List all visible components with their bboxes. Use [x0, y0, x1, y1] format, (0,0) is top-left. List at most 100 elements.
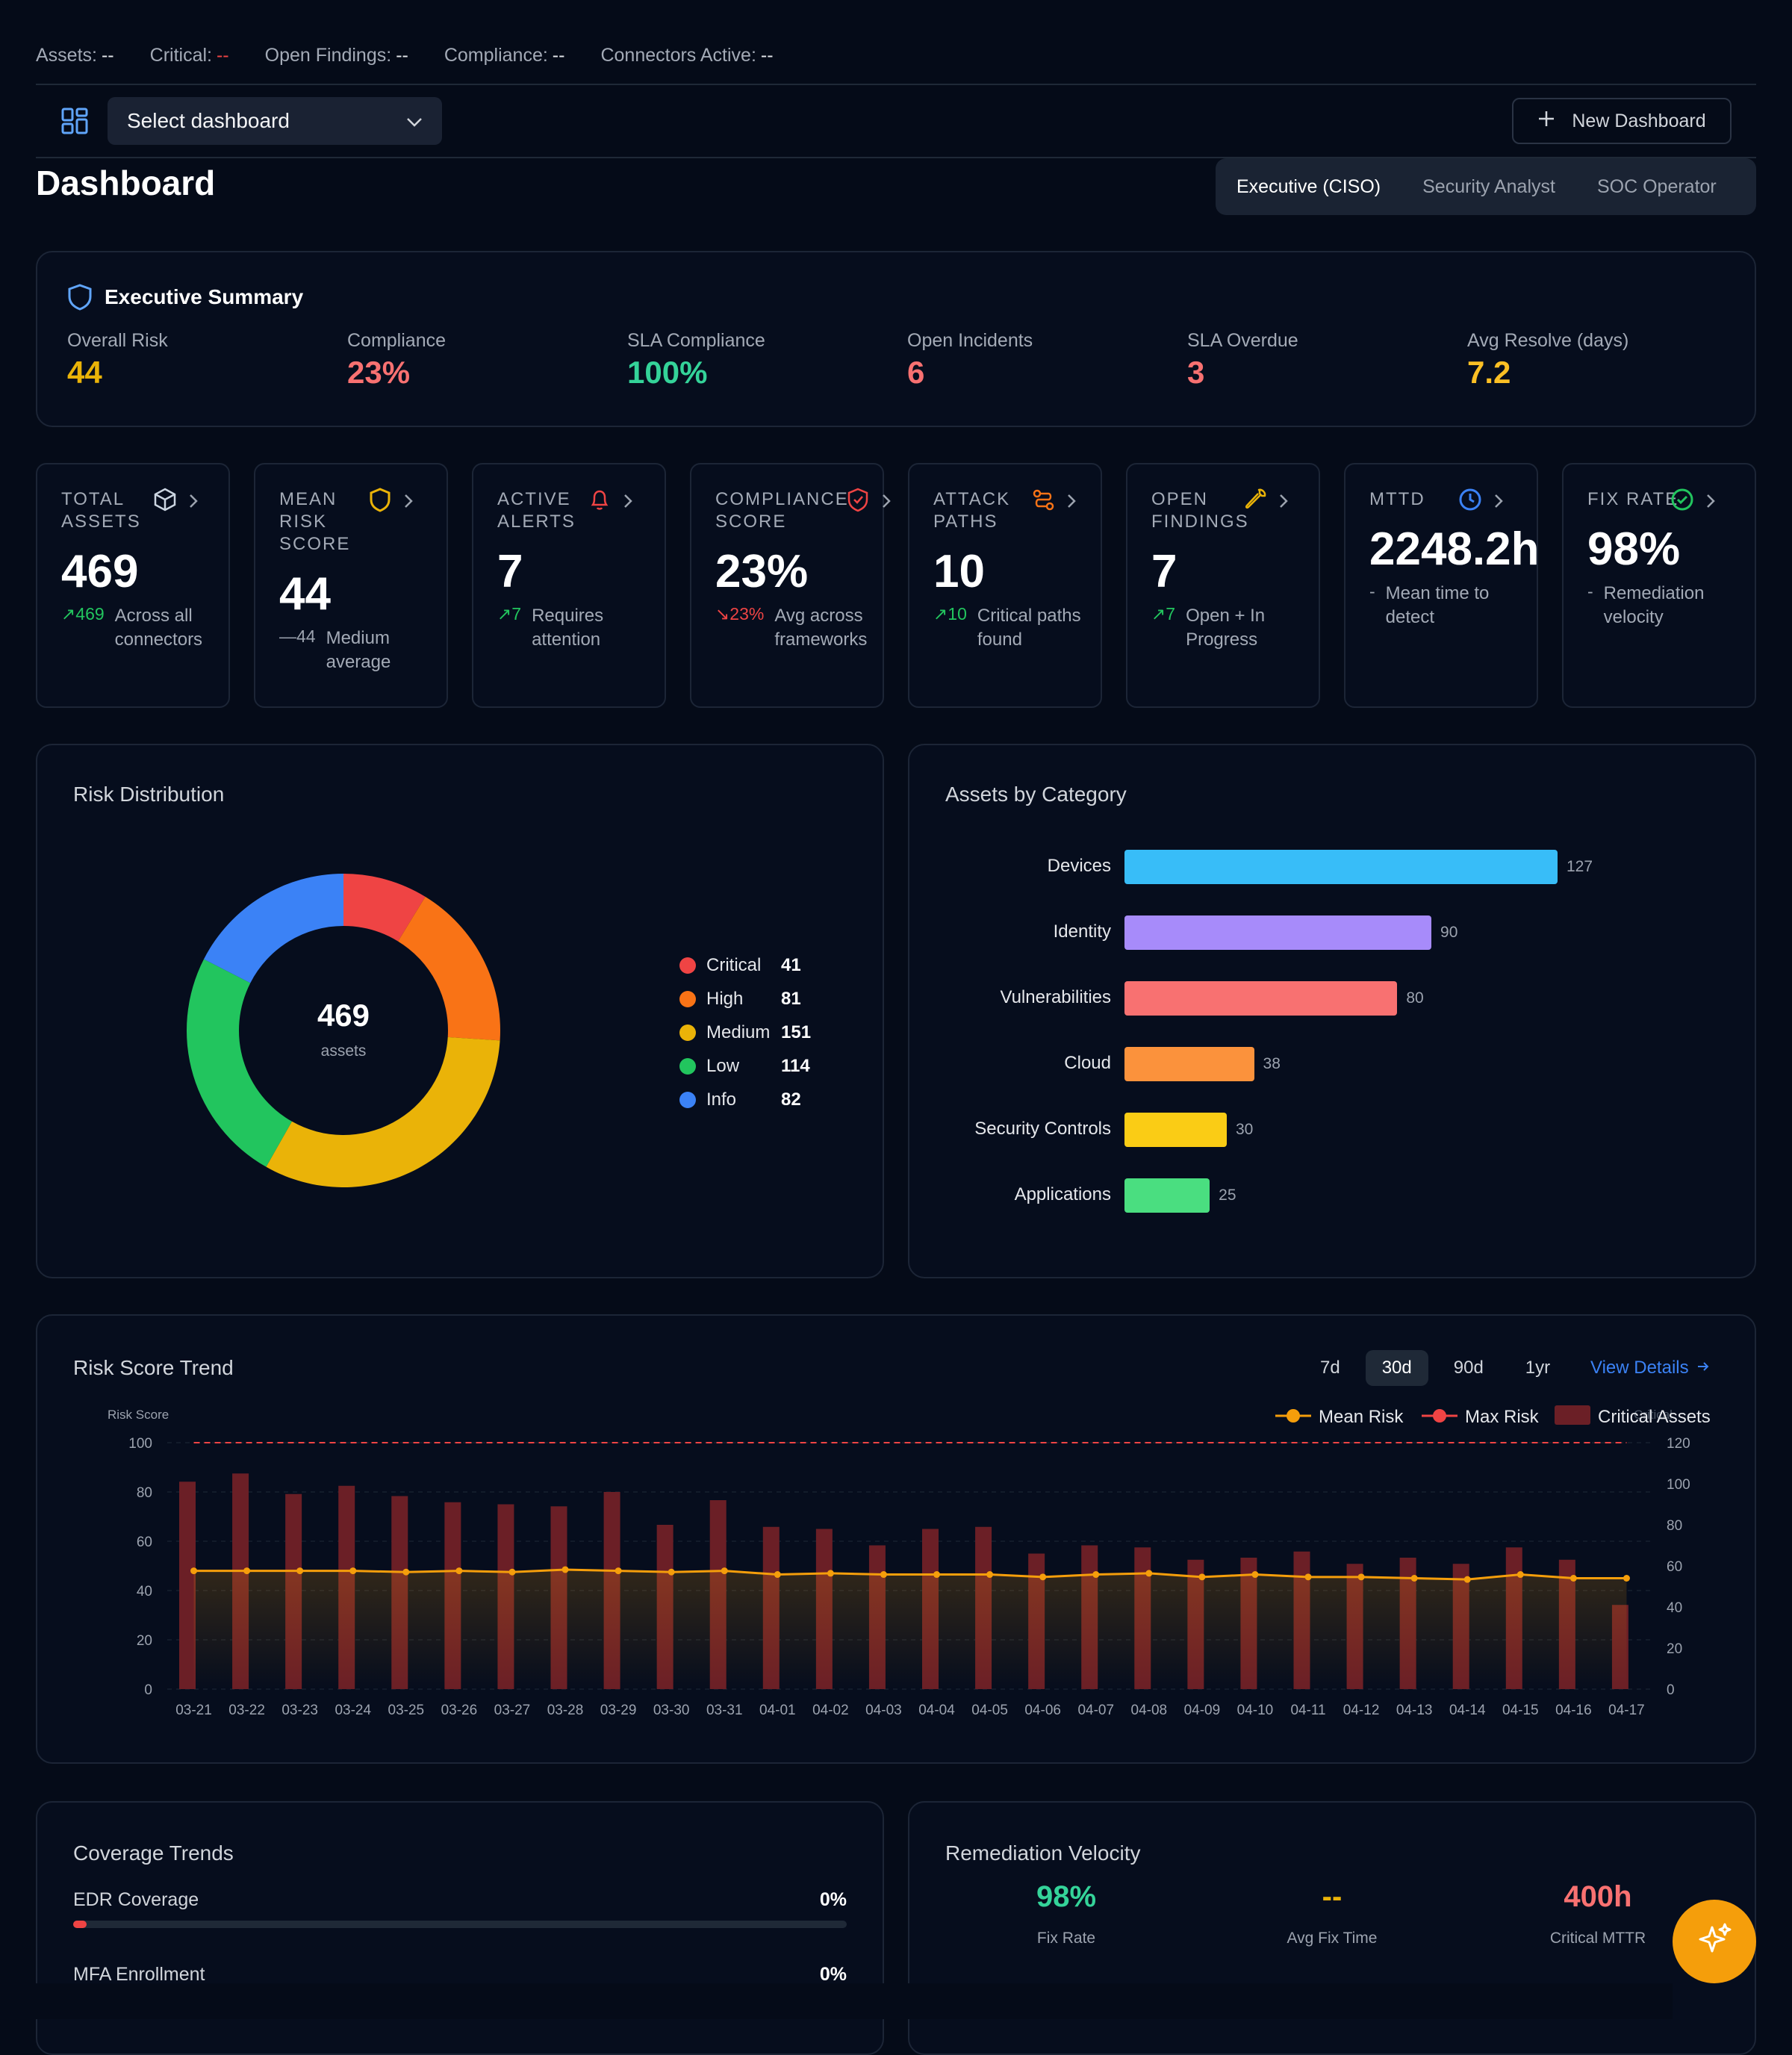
kpi-card[interactable]: MTTD 2248.2h - Mean time to detect — [1344, 463, 1540, 708]
mean-risk-line — [193, 1568, 1627, 1581]
mean-risk-point[interactable] — [455, 1567, 463, 1575]
mean-risk-point[interactable] — [774, 1571, 781, 1579]
mean-risk-point[interactable] — [1304, 1573, 1312, 1581]
x-tick-label: 04-08 — [1131, 1703, 1168, 1717]
risk-trend-chart: 0 20 40 60 80 100 0 20 40 60 80 100 120 Risk Score Cri… — [108, 1405, 1711, 1717]
edr-coverage-value: 0% — [819, 1889, 847, 1910]
summary-value: 23% — [347, 355, 411, 390]
mean-risk-point[interactable] — [402, 1568, 410, 1576]
mean-risk-point[interactable] — [1410, 1575, 1418, 1582]
mean-risk-point[interactable] — [243, 1567, 251, 1575]
range-selector: 7d 30d 90d 1yr — [1304, 1350, 1567, 1386]
kpi-delta: - — [1587, 582, 1593, 629]
bar-label: Identity — [1053, 921, 1111, 942]
category-bar[interactable] — [1124, 850, 1558, 884]
bar-value: 80 — [1406, 989, 1424, 1007]
status-compliance: Compliance: -- — [444, 45, 565, 66]
dashboard-grid-icon[interactable] — [61, 108, 88, 138]
category-bar[interactable] — [1124, 915, 1432, 950]
range-1yr[interactable]: 1yr — [1525, 1358, 1551, 1378]
status-critical: Critical: -- — [149, 45, 229, 66]
mean-risk-point[interactable] — [1623, 1575, 1630, 1582]
kpi-delta: ↗7 — [497, 604, 521, 652]
legend-label: Low — [706, 1055, 740, 1076]
kpi-card[interactable]: OPEN FINDINGS 7 ↗7 Open + In Progress — [1126, 463, 1320, 708]
dashboard-select[interactable]: Select dashboard — [108, 97, 442, 145]
y-tick-label: 80 — [137, 1485, 152, 1501]
view-details-link[interactable]: View Details — [1590, 1358, 1710, 1378]
range-7d[interactable]: 7d — [1320, 1358, 1340, 1378]
critical-assets-bar[interactable] — [179, 1482, 196, 1689]
mean-risk-point[interactable] — [561, 1566, 569, 1573]
tab-executive[interactable]: Executive (CISO) — [1236, 175, 1381, 197]
kpi-card[interactable]: ACTIVE ALERTS 7 ↗7 Requires attention — [472, 463, 666, 708]
category-bar[interactable] — [1124, 1047, 1254, 1081]
tab-soc-operator[interactable]: SOC Operator — [1596, 175, 1717, 197]
donut-slice-critical[interactable] — [343, 874, 426, 942]
summary-item: Avg Resolve (days) 7.2 — [1467, 330, 1628, 391]
bar-value: 30 — [1236, 1121, 1254, 1138]
tab-security-analyst[interactable]: Security Analyst — [1422, 175, 1555, 197]
legend-swatch — [679, 1024, 696, 1041]
summary-value: 3 — [1187, 355, 1205, 390]
mean-risk-point[interactable] — [668, 1568, 675, 1576]
mean-risk-point[interactable] — [986, 1571, 994, 1579]
range-90d[interactable]: 90d — [1453, 1358, 1484, 1378]
kpi-card[interactable]: ATTACK PATHS 10 ↗10 Critical paths found — [908, 463, 1102, 708]
mean-risk-point[interactable] — [190, 1567, 198, 1575]
page-title: Dashboard — [36, 164, 216, 202]
mean-risk-point[interactable] — [508, 1568, 516, 1576]
mean-risk-point[interactable] — [615, 1567, 622, 1575]
range-30d[interactable]: 30d — [1365, 1350, 1428, 1386]
mean-risk-point[interactable] — [721, 1567, 728, 1575]
new-dashboard-button[interactable]: New Dashboard — [1512, 98, 1732, 144]
mean-risk-point[interactable] — [1569, 1575, 1577, 1582]
mean-risk-point[interactable] — [1463, 1576, 1471, 1583]
mean-risk-point[interactable] — [1516, 1571, 1524, 1579]
donut-slice-medium[interactable] — [266, 1036, 500, 1187]
kpi-card[interactable]: COMPLIANCE SCORE 23% ↘23% Avg across framew… — [690, 463, 891, 708]
mean-risk-point[interactable] — [933, 1571, 941, 1579]
category-bar[interactable] — [1124, 981, 1398, 1016]
mean-risk-point[interactable] — [880, 1571, 887, 1579]
kpi-label: TOTAL ASSETS — [61, 489, 141, 532]
mean-risk-point[interactable] — [1145, 1570, 1153, 1577]
kpi-description: Avg across frameworks — [774, 606, 868, 650]
donut-slice-high[interactable] — [398, 896, 500, 1041]
y2-tick-label: 40 — [1667, 1600, 1682, 1616]
mean-risk-point[interactable] — [349, 1567, 357, 1575]
ai-assistant-button[interactable] — [1673, 1900, 1756, 1983]
legend-item: Medium 151 — [679, 1016, 811, 1049]
category-bar[interactable] — [1124, 1178, 1210, 1213]
donut-slice-low[interactable] — [186, 959, 292, 1167]
legend-item: Critical 41 — [679, 948, 811, 982]
legend-label: High — [706, 988, 744, 1009]
legend-marker — [1433, 1409, 1446, 1423]
kpi-footer: ↗469 Across all connectors — [61, 604, 228, 652]
mean-risk-point[interactable] — [1039, 1573, 1047, 1581]
summary-item: SLA Compliance 100% — [627, 330, 765, 391]
kpi-label: FIX RATE — [1587, 489, 1679, 509]
mean-risk-point[interactable] — [827, 1570, 834, 1577]
y2-tick-label: 20 — [1667, 1641, 1682, 1657]
kpi-value: 10 — [933, 546, 985, 597]
kpi-card[interactable]: MEAN RISK SCORE 44 —44 Medium average — [254, 463, 448, 708]
kpi-footer: ↗7 Open + In Progress — [1151, 604, 1319, 652]
wrench-icon — [1242, 487, 1268, 516]
mean-risk-point[interactable] — [296, 1567, 304, 1575]
trend-arrow-icon: — — [279, 627, 296, 646]
mean-risk-point[interactable] — [1198, 1573, 1206, 1581]
donut-slice-info[interactable] — [203, 874, 343, 983]
kpi-delta-value: 10 — [948, 604, 967, 624]
legend-item: Low 114 — [679, 1049, 811, 1083]
category-bar[interactable] — [1124, 1113, 1227, 1147]
mean-risk-point[interactable] — [1092, 1571, 1100, 1579]
kpi-card[interactable]: TOTAL ASSETS 469 ↗469 Across all connectors — [36, 463, 230, 708]
kpi-value: 2248.2h — [1369, 523, 1540, 575]
mean-risk-point[interactable] — [1357, 1573, 1365, 1581]
bar-value: 90 — [1440, 924, 1458, 941]
assets-by-category-title: Assets by Category — [945, 783, 1127, 806]
mean-risk-point[interactable] — [1251, 1571, 1259, 1579]
status-assets: Assets: -- — [36, 45, 114, 66]
kpi-card[interactable]: FIX RATE 98% - Remediation velocity — [1562, 463, 1756, 708]
